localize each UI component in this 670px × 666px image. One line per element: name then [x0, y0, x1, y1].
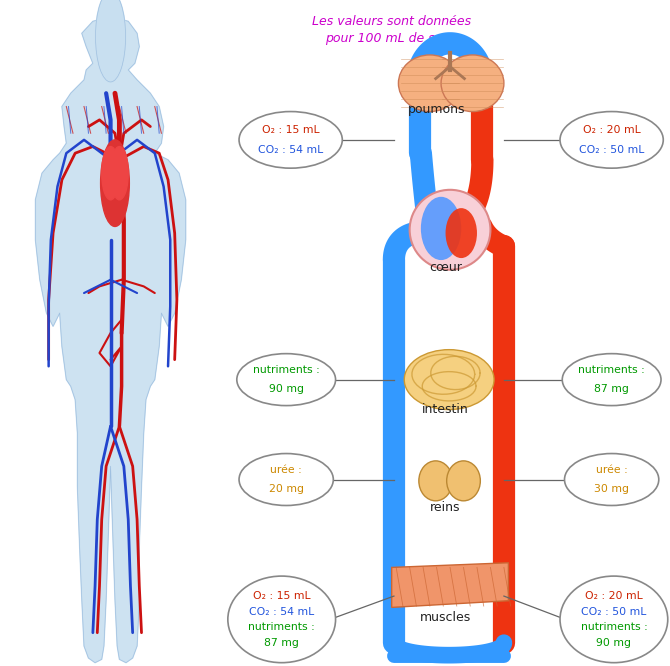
Text: O₂ : 15 mL: O₂ : 15 mL [253, 591, 310, 601]
Text: O₂ : 20 mL: O₂ : 20 mL [583, 125, 641, 135]
Ellipse shape [446, 208, 477, 258]
Ellipse shape [565, 454, 659, 505]
Text: 90 mg: 90 mg [596, 638, 631, 648]
Ellipse shape [237, 354, 336, 406]
Text: reins: reins [430, 501, 461, 514]
Text: cœur: cœur [429, 261, 462, 274]
Circle shape [100, 140, 129, 226]
Text: CO₂ : 54 mL: CO₂ : 54 mL [249, 607, 314, 617]
Ellipse shape [560, 576, 668, 663]
Ellipse shape [399, 55, 461, 111]
Text: Les valeurs sont données: Les valeurs sont données [312, 15, 471, 28]
Polygon shape [36, 17, 186, 663]
Text: 90 mg: 90 mg [269, 384, 304, 394]
Text: nutriments :: nutriments : [253, 365, 320, 375]
Text: poumons: poumons [408, 103, 466, 117]
Circle shape [102, 147, 119, 200]
Text: nutriments :: nutriments : [249, 622, 315, 632]
Text: urée :: urée : [270, 465, 302, 475]
Ellipse shape [447, 461, 480, 501]
Ellipse shape [419, 461, 452, 501]
Text: O₂ : 15 mL: O₂ : 15 mL [262, 125, 320, 135]
Ellipse shape [409, 190, 490, 270]
Text: nutriments :: nutriments : [578, 365, 645, 375]
Polygon shape [392, 563, 509, 607]
Ellipse shape [421, 196, 461, 260]
Text: CO₂ : 54 mL: CO₂ : 54 mL [258, 145, 324, 155]
Ellipse shape [560, 112, 663, 168]
Text: nutriments :: nutriments : [580, 622, 647, 632]
Text: 20 mg: 20 mg [269, 484, 304, 494]
Text: muscles: muscles [420, 611, 471, 625]
Text: 30 mg: 30 mg [594, 484, 629, 494]
Ellipse shape [228, 576, 336, 663]
Text: CO₂ : 50 mL: CO₂ : 50 mL [579, 145, 645, 155]
Circle shape [96, 0, 125, 82]
Text: pour 100 mL de sang: pour 100 mL de sang [325, 32, 458, 45]
Text: intestin: intestin [422, 403, 469, 416]
Ellipse shape [239, 454, 334, 505]
Text: O₂ : 20 mL: O₂ : 20 mL [585, 591, 643, 601]
Text: CO₂ : 50 mL: CO₂ : 50 mL [581, 607, 647, 617]
Ellipse shape [239, 112, 342, 168]
Ellipse shape [404, 350, 494, 410]
Ellipse shape [562, 354, 661, 406]
Circle shape [111, 147, 128, 200]
Text: urée :: urée : [596, 465, 628, 475]
Ellipse shape [441, 55, 504, 111]
Text: 87 mg: 87 mg [264, 638, 299, 648]
Text: 87 mg: 87 mg [594, 384, 629, 394]
